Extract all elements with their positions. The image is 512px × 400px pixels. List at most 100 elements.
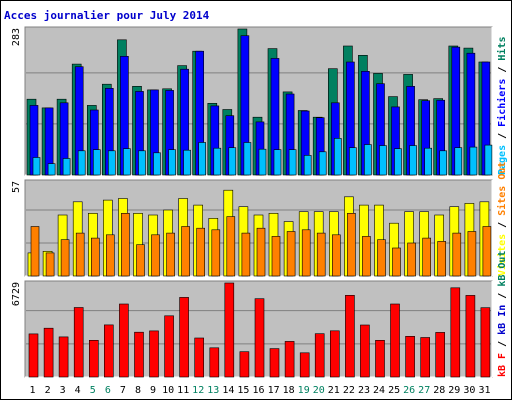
day-label: 26 xyxy=(403,385,415,396)
bar-sites-day-2 xyxy=(45,252,55,277)
day-axis-labels: 1 2 3 4 5 6 7 8 9 10 11 12 13 14 15 16 17 18 19 20 21 22 23 24 2… xyxy=(29,385,490,396)
bar-pages-day-8 xyxy=(138,150,146,176)
y-max-label: 283 xyxy=(11,28,22,46)
side-legend-part: / xyxy=(497,61,508,79)
visits-panel: 57 Visites / Sites Out xyxy=(11,162,508,277)
bar-kb-f-day-14 xyxy=(224,282,235,378)
bar-sites-day-27 xyxy=(422,237,432,277)
bar-sites-day-13 xyxy=(211,229,221,277)
bar-pages-day-25 xyxy=(394,148,402,176)
bar-sites-day-11 xyxy=(181,226,190,277)
side-legend: Pages / Fichiers / Hits xyxy=(496,37,508,176)
day-label: 27 xyxy=(418,385,430,396)
bar-kb-f-day-24 xyxy=(375,339,385,378)
bar-kb-f-day-20 xyxy=(314,333,325,378)
day-label: 31 xyxy=(478,385,490,396)
bar-kb-f-day-30 xyxy=(465,295,476,378)
bar-kb-f-day-21 xyxy=(329,330,340,378)
bar-sites-day-9 xyxy=(151,234,160,277)
side-legend-part: kB In xyxy=(497,305,508,335)
bar-sites-day-6 xyxy=(106,234,115,277)
bar-kb-f-day-31 xyxy=(480,307,491,378)
day-label: 7 xyxy=(120,385,126,396)
bar-kb-f-day-19 xyxy=(299,352,310,378)
bar-pages-day-6 xyxy=(108,150,116,176)
bar-sites-day-16 xyxy=(256,227,266,277)
bar-pages-day-23 xyxy=(364,144,372,176)
side-legend-part: Visites xyxy=(496,234,508,276)
bar-pages-day-31 xyxy=(484,144,493,176)
day-label: 2 xyxy=(45,385,51,396)
bar-sites-day-14 xyxy=(226,216,236,277)
bar-pages-day-26 xyxy=(409,145,417,176)
bar-kb-f-day-15 xyxy=(239,351,250,378)
y-max-label: 6729 xyxy=(11,282,22,306)
bar-pages-day-11 xyxy=(183,149,191,176)
day-label: 11 xyxy=(177,385,189,396)
bar-kb-f-day-18 xyxy=(284,341,295,378)
bar-pages-day-1 xyxy=(32,157,41,176)
bar-pages-day-27 xyxy=(424,147,433,176)
bar-pages-day-12 xyxy=(198,142,206,176)
bar-sites-day-19 xyxy=(301,229,311,277)
bar-pages-day-14 xyxy=(228,147,237,176)
bar-pages-day-20 xyxy=(318,151,327,176)
y-max-label: 57 xyxy=(11,181,22,193)
bar-kb-f-day-23 xyxy=(360,324,370,378)
bar-sites-day-12 xyxy=(196,227,205,277)
day-label: 10 xyxy=(162,385,174,396)
bar-sites-day-7 xyxy=(121,213,130,277)
bar-kb-f-day-12 xyxy=(194,337,204,378)
day-label: 21 xyxy=(328,385,340,396)
side-legend-part: kB Out xyxy=(497,251,508,287)
bar-sites-day-28 xyxy=(437,241,447,277)
bar-pages-day-28 xyxy=(439,150,448,176)
bar-sites-day-18 xyxy=(286,231,296,277)
bar-sites-day-8 xyxy=(136,244,145,277)
bar-sites-day-21 xyxy=(331,234,341,277)
bar-pages-day-18 xyxy=(288,149,297,176)
chart-title: Acces journalier pour July 2014 xyxy=(4,9,210,22)
day-label: 8 xyxy=(135,385,141,396)
bar-kb-f-day-6 xyxy=(104,324,114,378)
bar-kb-f-day-5 xyxy=(89,339,99,378)
day-label: 20 xyxy=(313,385,325,396)
bar-pages-day-7 xyxy=(123,148,131,176)
bar-sites-day-23 xyxy=(362,236,371,277)
bar-kb-f-day-1 xyxy=(28,333,39,378)
day-label: 17 xyxy=(268,385,280,396)
day-label: 15 xyxy=(237,385,249,396)
day-label: 9 xyxy=(150,385,156,396)
day-label: 18 xyxy=(283,385,295,396)
day-label: 30 xyxy=(463,385,475,396)
bar-sites-day-1 xyxy=(30,226,40,277)
side-legend-part: Out xyxy=(497,162,508,186)
side-legend-part: / xyxy=(497,216,508,234)
day-label: 23 xyxy=(358,385,370,396)
side-legend: Visites / Sites Out xyxy=(496,162,508,276)
bar-pages-day-30 xyxy=(469,146,478,176)
bar-pages-day-22 xyxy=(349,147,357,176)
bar-kb-f-day-13 xyxy=(209,347,220,378)
bar-sites-day-20 xyxy=(316,232,326,277)
bar-kb-f-day-25 xyxy=(390,303,400,378)
side-legend-part: / xyxy=(497,127,508,145)
bar-kb-f-day-22 xyxy=(345,294,355,378)
bar-pages-day-10 xyxy=(168,149,176,176)
side-legend-part: kB F xyxy=(497,353,508,377)
bar-sites-day-24 xyxy=(377,239,386,277)
bar-kb-f-day-28 xyxy=(435,332,446,378)
bar-kb-f-day-11 xyxy=(179,297,189,378)
bar-kb-f-day-29 xyxy=(450,287,461,378)
side-legend-part: / xyxy=(497,335,508,353)
bar-pages-day-9 xyxy=(153,152,161,176)
bar-pages-day-24 xyxy=(379,145,387,176)
day-label: 19 xyxy=(298,385,310,396)
bar-kb-f-day-26 xyxy=(405,335,415,378)
bar-sites-day-10 xyxy=(166,232,175,277)
bar-kb-f-day-27 xyxy=(420,337,431,378)
bar-sites-day-15 xyxy=(241,232,251,277)
bar-pages-day-3 xyxy=(62,158,71,176)
day-label: 6 xyxy=(105,385,111,396)
